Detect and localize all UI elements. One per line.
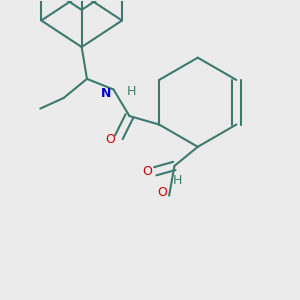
Text: O: O: [142, 165, 152, 178]
Text: O: O: [105, 133, 115, 146]
Text: H: H: [173, 174, 182, 187]
Text: H: H: [126, 85, 136, 98]
Text: O: O: [157, 186, 167, 199]
Text: N: N: [101, 87, 111, 101]
